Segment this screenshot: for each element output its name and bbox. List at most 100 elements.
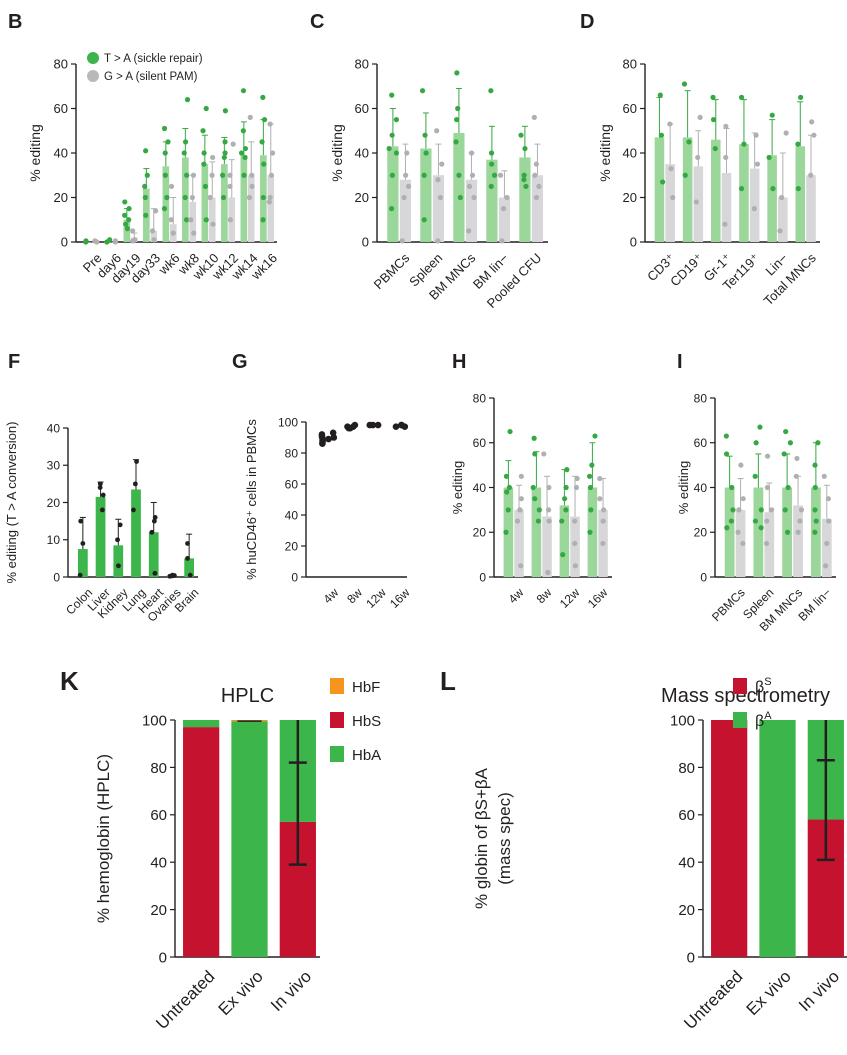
data-point: [471, 194, 477, 201]
data-point: [132, 481, 138, 487]
panel-letter: L: [440, 666, 456, 696]
data-point: [560, 552, 566, 558]
y-tick-label: 80: [150, 760, 167, 777]
data-point: [162, 172, 168, 178]
data-point: [240, 128, 246, 134]
bar-green: [519, 157, 531, 242]
data-point: [187, 572, 193, 578]
data-point: [97, 481, 103, 487]
data-point: [572, 518, 578, 524]
data-point: [405, 183, 412, 189]
data-point: [758, 507, 764, 513]
y-axis-label: % editing: [329, 124, 345, 182]
data-point: [325, 435, 332, 443]
bar-gray: [749, 168, 760, 242]
chart-title: Mass spectrometry: [661, 685, 830, 707]
data-point: [404, 150, 410, 156]
data-point: [783, 428, 789, 435]
data-point: [777, 228, 783, 234]
data-point: [723, 123, 729, 129]
data-point: [130, 228, 136, 234]
data-point: [795, 141, 801, 147]
y-tick-label: 80: [694, 391, 708, 405]
y-tick-label: 0: [630, 235, 637, 250]
data-point: [728, 518, 735, 524]
data-point: [222, 150, 228, 156]
data-point: [389, 92, 395, 98]
bar-gray: [432, 175, 445, 242]
bar-green: [531, 487, 542, 577]
data-point: [710, 117, 717, 123]
data-point: [823, 563, 829, 569]
bar-gray: [399, 179, 412, 242]
data-point: [587, 529, 593, 535]
data-point: [758, 525, 764, 531]
data-point: [536, 183, 542, 189]
data-point: [240, 88, 247, 94]
y-tick-label: 0: [687, 949, 695, 966]
data-point: [170, 230, 176, 236]
data-point: [152, 515, 158, 520]
panel-letter: B: [8, 11, 22, 33]
data-point: [227, 217, 233, 223]
data-point: [499, 238, 505, 244]
x-tick-label: BM lin−: [796, 585, 834, 623]
data-point: [149, 228, 156, 234]
data-point: [386, 145, 392, 152]
data-point: [99, 507, 105, 513]
data-point: [455, 105, 461, 112]
bar-green: [201, 164, 209, 242]
bar-green: [753, 487, 764, 577]
data-point: [531, 435, 537, 441]
data-point: [83, 238, 89, 244]
data-point: [564, 467, 570, 473]
data-point: [489, 161, 495, 167]
x-tick-label: 12w: [557, 585, 583, 611]
y-tick-label: 20: [285, 539, 299, 553]
y-tick-label: 0: [61, 235, 68, 250]
data-point: [142, 183, 148, 189]
data-point: [238, 150, 245, 156]
data-point: [658, 132, 665, 138]
data-point: [344, 423, 351, 430]
data-point: [242, 154, 248, 161]
data-point: [811, 132, 817, 138]
data-point: [389, 132, 395, 138]
data-point: [518, 473, 524, 479]
data-point: [812, 484, 818, 491]
data-point: [249, 183, 255, 189]
data-point: [374, 421, 382, 429]
data-point: [152, 570, 158, 576]
data-point: [168, 183, 175, 189]
data-point: [453, 139, 459, 145]
bar-gray: [247, 175, 255, 242]
bar-green: [148, 532, 159, 577]
y-tick-label: 40: [355, 146, 369, 161]
data-point: [143, 148, 149, 154]
data-point: [421, 172, 427, 178]
data-point: [826, 518, 832, 524]
x-tick-label: PBMCs: [371, 250, 413, 292]
data-point: [318, 431, 326, 438]
data-point: [246, 194, 253, 201]
data-point: [730, 507, 736, 513]
x-tick-label: Untreated: [680, 967, 746, 1033]
data-point: [782, 507, 788, 513]
data-point: [751, 206, 757, 212]
data-point: [319, 438, 326, 446]
data-point: [77, 572, 83, 578]
data-point: [269, 150, 276, 156]
data-point: [572, 540, 578, 547]
data-point: [522, 145, 528, 152]
data-point: [209, 172, 215, 178]
data-point: [399, 238, 405, 244]
data-point: [153, 208, 159, 214]
data-point: [249, 172, 255, 178]
data-point: [523, 183, 529, 189]
y-tick-label: 40: [473, 481, 487, 495]
bar-green: [240, 155, 248, 242]
data-point: [122, 212, 128, 218]
data-point: [793, 473, 799, 479]
data-point: [267, 194, 273, 201]
data-point: [504, 489, 510, 495]
